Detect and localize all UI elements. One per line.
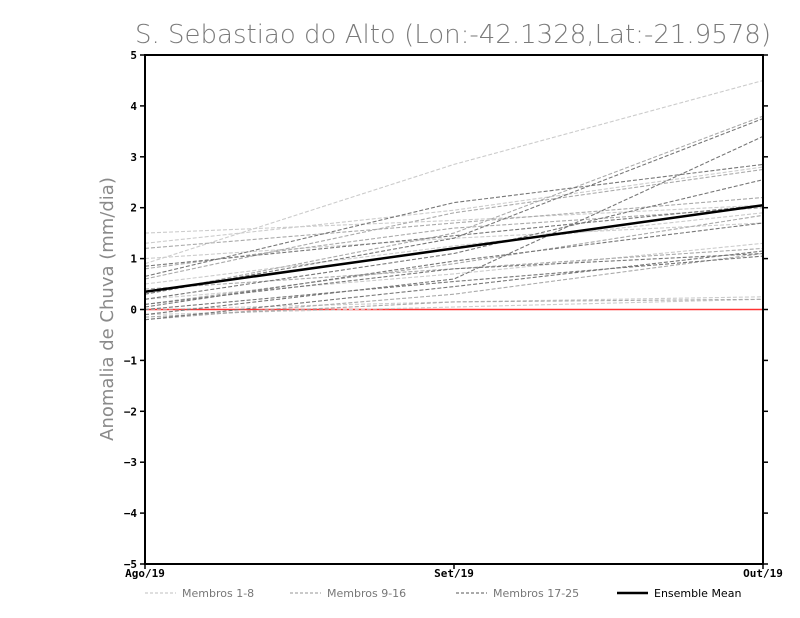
y-tick-label: −1 — [124, 354, 138, 367]
y-tick-label: 4 — [130, 100, 137, 113]
series-member-line — [144, 166, 764, 244]
series-member-line — [144, 168, 764, 280]
x-tick-label: Set/19 — [434, 567, 474, 580]
x-tick-label: Ago/19 — [125, 567, 165, 580]
series-member-line — [144, 207, 764, 270]
series-member-line — [144, 247, 764, 290]
y-tick-label: −3 — [124, 456, 137, 469]
legend-label: Membros 9-16 — [327, 587, 406, 600]
series-member-line — [144, 298, 764, 318]
legend: Membros 1-8 Membros 9-16 Membros 17-25 Ense… — [145, 587, 741, 600]
series-member-line — [144, 135, 764, 316]
series-member-line — [144, 79, 764, 265]
legend-label: Membros 17-25 — [493, 587, 579, 600]
x-tick-label: Out/19 — [743, 567, 783, 580]
series-member-line — [144, 252, 764, 321]
y-axis-label: Anomalia de Chuva (mm/dia) — [97, 177, 118, 441]
y-tick-label: −2 — [124, 405, 137, 418]
series-member-line — [144, 214, 764, 305]
series-member-line — [144, 204, 764, 234]
y-tick-label: 1 — [130, 253, 137, 266]
series-member-line — [144, 163, 764, 277]
legend-label: Ensemble Mean — [654, 587, 741, 600]
y-tick-label: 5 — [130, 49, 137, 62]
axis-ticks: −5 −4 −3 −2 −1 0 1 2 3 4 5 Ago/19 Set/19 Out/19 — [124, 49, 783, 580]
plot-frame — [144, 54, 764, 565]
series-ensemble-mean — [144, 203, 764, 293]
series-member-line — [144, 212, 764, 285]
series-member-line — [144, 252, 764, 305]
series-member-line — [144, 179, 764, 300]
y-tick-label: 2 — [130, 202, 137, 215]
series-member-line — [144, 222, 764, 308]
series-member-line — [144, 250, 764, 321]
y-tick-label: 0 — [130, 304, 137, 317]
series-member-line — [144, 118, 764, 295]
series-member-line — [144, 242, 764, 300]
series-member-line — [144, 255, 764, 311]
y-tick-label: 3 — [130, 151, 137, 164]
series-member-line — [144, 196, 764, 249]
y-tick-label: −5 — [124, 558, 137, 571]
series-member-line — [144, 204, 764, 267]
legend-label: Membros 1-8 — [182, 587, 254, 600]
series-member-line — [144, 296, 764, 311]
plot-area — [144, 79, 764, 321]
series-member-line — [144, 115, 764, 295]
chart-title: S. Sebastiao do Alto (Lon:-42.1328,Lat:-… — [135, 20, 771, 50]
y-tick-label: −4 — [124, 507, 138, 520]
